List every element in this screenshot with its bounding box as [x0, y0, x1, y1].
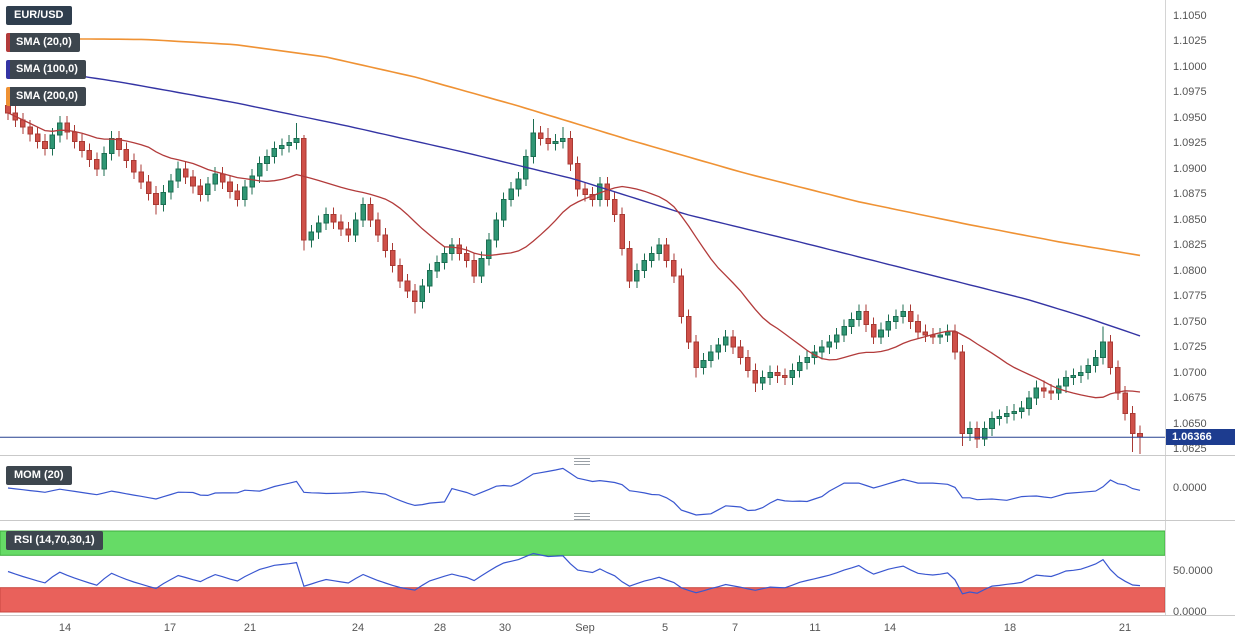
price-axis-tick: 1.0875 [1173, 188, 1207, 201]
time-axis-label: 30 [498, 622, 512, 634]
symbol-badge[interactable]: EUR/USD [6, 6, 72, 25]
time-axis-label: 18 [1003, 622, 1017, 634]
indicator-badge-momentum[interactable]: MOM (20) [6, 466, 72, 485]
rsi-mid-axis-label: 50.0000 [1173, 565, 1213, 577]
rsi-panel: RSI (14,70,30,1) [0, 521, 1165, 615]
price-axis-tick: 1.0775 [1173, 290, 1207, 303]
price-axis-tick: 1.1050 [1173, 10, 1207, 22]
price-axis-tick: 1.0975 [1173, 86, 1207, 99]
axis-divider [0, 615, 1235, 616]
price-axis-tick: 1.0675 [1173, 392, 1207, 405]
price-axis[interactable]: 1.06366 0.0000 50.0000 0.0000 1.1050 1.10… [1165, 0, 1235, 618]
price-axis-tick: 1.0825 [1173, 239, 1207, 252]
momentum-line [7, 467, 1141, 516]
price-axis-tick: 1.0850 [1173, 213, 1207, 226]
sma20-line [7, 112, 1141, 399]
rsi-overbought-band [0, 530, 1165, 556]
momentum-chart-canvas[interactable] [0, 456, 1165, 520]
indicator-badge-rsi[interactable]: RSI (14,70,30,1) [6, 531, 103, 550]
rsi-line [7, 552, 1141, 595]
price-axis-tick: 1.0625 [1173, 443, 1207, 455]
indicator-badge-sma-20[interactable]: SMA (20,0) [6, 33, 80, 52]
price-axis-tick: 1.0950 [1173, 111, 1207, 124]
time-axis-label: 11 [809, 622, 821, 634]
price-axis-tick: 1.0800 [1173, 264, 1207, 277]
time-axis-label: 24 [351, 622, 365, 634]
rsi-oversold-band [0, 587, 1165, 613]
price-panel: EUR/USD SMA (20,0) SMA (100,0) SMA (200,0) [0, 0, 1165, 455]
current-price-badge: 1.06366 [1166, 429, 1235, 446]
price-axis-tick: 1.1000 [1173, 60, 1207, 73]
time-axis-label: 7 [731, 622, 739, 634]
time-axis-label: 21 [1118, 622, 1132, 634]
price-chart-canvas[interactable] [0, 0, 1165, 455]
momentum-zero-axis-label: 0.0000 [1173, 482, 1207, 494]
momentum-panel: MOM (20) [0, 456, 1165, 520]
price-axis-tick: 1.0750 [1173, 315, 1207, 328]
price-axis-tick: 1.0650 [1173, 417, 1207, 430]
price-axis-tick: 1.0900 [1173, 162, 1207, 175]
price-axis-tick: 1.0725 [1173, 341, 1207, 354]
rsi-zero-axis-label: 0.0000 [1173, 606, 1207, 618]
time-axis-label: 5 [661, 622, 669, 634]
panel-resize-handle-rsi[interactable] [574, 513, 590, 520]
price-axis-tick: 1.1025 [1173, 35, 1207, 48]
candlestick-series [5, 98, 1143, 455]
panel-divider [0, 455, 1235, 456]
sma100-line [7, 64, 1141, 337]
time-axis-label: Sep [575, 622, 595, 634]
indicator-badge-sma-200[interactable]: SMA (200,0) [6, 87, 86, 106]
sma200-line [7, 37, 1141, 257]
time-axis-label: 14 [883, 622, 897, 634]
price-axis-tick: 1.0700 [1173, 366, 1207, 379]
panel-divider [0, 520, 1235, 521]
rsi-chart-canvas[interactable] [0, 521, 1165, 615]
price-axis-tick: 1.0925 [1173, 137, 1207, 150]
panel-resize-handle-momentum[interactable] [574, 458, 590, 465]
time-axis-label: 17 [163, 622, 177, 634]
time-axis-label: 21 [243, 622, 257, 634]
indicator-badge-sma-100[interactable]: SMA (100,0) [6, 60, 86, 79]
time-axis: 14 17 21 24 28 30 Sep 5 7 11 14 18 21 [0, 616, 1165, 642]
time-axis-label: 28 [433, 622, 447, 634]
time-axis-label: 14 [58, 622, 72, 634]
